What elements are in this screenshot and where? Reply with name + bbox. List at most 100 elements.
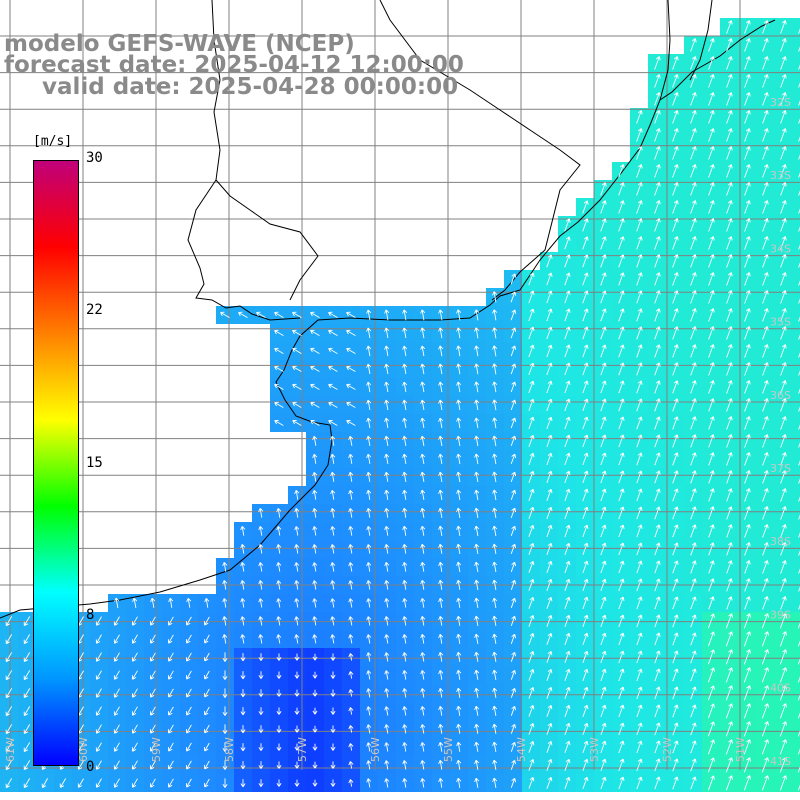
wind-arrow xyxy=(312,634,318,644)
wind-arrow xyxy=(330,779,336,787)
wind-arrow xyxy=(546,632,553,645)
wind-arrow xyxy=(546,416,553,430)
wind-arrow xyxy=(95,724,102,734)
wind-arrow xyxy=(600,488,607,502)
wind-arrow xyxy=(113,670,120,680)
wind-arrow xyxy=(761,703,770,719)
wind-arrow xyxy=(456,741,462,752)
wind-cell xyxy=(792,414,800,432)
wind-arrow xyxy=(510,777,517,788)
wind-arrow xyxy=(384,435,390,446)
longitude-label: 59W xyxy=(150,737,163,762)
wind-arrow xyxy=(222,634,228,644)
wind-arrow xyxy=(690,380,697,394)
wind-arrow xyxy=(744,452,751,466)
wind-arrow xyxy=(23,778,31,789)
wind-arrow xyxy=(582,290,589,304)
wind-arrow xyxy=(131,724,138,734)
wind-arrow xyxy=(384,598,390,608)
wind-arrow xyxy=(636,740,643,754)
wind-arrow xyxy=(310,329,320,336)
wind-arrow xyxy=(366,580,372,590)
wind-arrow xyxy=(276,507,282,518)
wind-arrow xyxy=(546,488,553,501)
wind-arrow xyxy=(456,345,462,357)
wind-arrow xyxy=(546,308,553,322)
wind-arrow xyxy=(708,506,715,520)
wind-arrow xyxy=(672,272,679,286)
longitude-label: 55W xyxy=(442,737,455,762)
wind-arrow xyxy=(636,704,643,718)
wind-arrow xyxy=(654,128,661,142)
wind-arrow xyxy=(726,254,733,268)
wind-arrow xyxy=(779,613,788,629)
wind-arrow xyxy=(149,634,156,644)
wind-arrow xyxy=(654,776,661,790)
wind-arrow xyxy=(492,777,498,788)
wind-arrow xyxy=(438,471,444,482)
wind-arrow xyxy=(564,506,571,520)
wind-arrow xyxy=(618,506,625,520)
wind-arrow xyxy=(546,344,553,358)
wind-arrow xyxy=(780,452,787,466)
wind-arrow xyxy=(366,327,372,339)
wind-arrow xyxy=(456,381,462,393)
wind-arrow xyxy=(762,596,769,610)
wind-arrow xyxy=(708,434,715,448)
wind-arrow xyxy=(600,182,607,196)
wind-arrow xyxy=(762,362,769,376)
wind-arrow xyxy=(546,758,553,771)
wind-arrow xyxy=(546,650,553,663)
longitude-label: 54W xyxy=(515,737,528,762)
wind-arrow xyxy=(474,399,480,411)
wind-arrow xyxy=(276,562,282,572)
wind-arrow xyxy=(438,363,444,375)
wind-arrow xyxy=(204,652,210,662)
wind-arrow xyxy=(420,597,426,608)
wind-arrow xyxy=(402,652,408,662)
wind-arrow xyxy=(528,362,535,376)
wind-arrow xyxy=(744,182,751,196)
wind-arrow xyxy=(366,345,372,357)
wind-arrow xyxy=(312,689,318,697)
wind-arrow xyxy=(690,236,697,250)
wind-arrow xyxy=(420,561,426,572)
wind-arrow xyxy=(402,634,408,644)
wind-arrow xyxy=(582,236,589,250)
wind-arrow xyxy=(474,381,480,393)
wind-arrow xyxy=(690,182,697,196)
wind-arrow xyxy=(366,417,372,428)
wind-arrow xyxy=(438,633,444,644)
wind-arrow xyxy=(600,740,607,754)
wind-arrow xyxy=(780,236,787,250)
wind-arrow xyxy=(780,290,787,304)
wind-arrow xyxy=(330,507,336,518)
wind-arrow xyxy=(546,434,553,448)
wind-speed-field xyxy=(0,18,800,792)
wind-arrow xyxy=(780,344,787,358)
wind-arrow xyxy=(384,652,390,662)
wind-arrow xyxy=(310,365,320,372)
wind-arrow xyxy=(113,688,120,698)
wind-arrow xyxy=(600,650,607,664)
colorbar-tick: 30 xyxy=(86,150,103,166)
wind-arrow xyxy=(797,748,800,755)
wind-arrow xyxy=(564,776,571,789)
wind-arrow xyxy=(636,776,643,790)
wind-arrow xyxy=(744,164,751,178)
wind-arrow xyxy=(636,758,643,772)
wind-cell xyxy=(792,36,800,54)
wind-arrow xyxy=(618,308,625,322)
wind-arrow xyxy=(312,707,318,715)
wind-arrow xyxy=(636,272,643,286)
wind-arrow xyxy=(600,776,607,790)
colorbar xyxy=(33,160,79,766)
wind-arrow xyxy=(77,760,84,770)
wind-arrow xyxy=(726,272,733,286)
wind-arrow xyxy=(636,560,643,574)
wind-arrow xyxy=(744,416,751,430)
wind-arrow xyxy=(546,614,553,627)
wind-arrow xyxy=(690,290,697,304)
wind-arrow xyxy=(240,525,246,536)
wind-arrow xyxy=(708,326,715,340)
